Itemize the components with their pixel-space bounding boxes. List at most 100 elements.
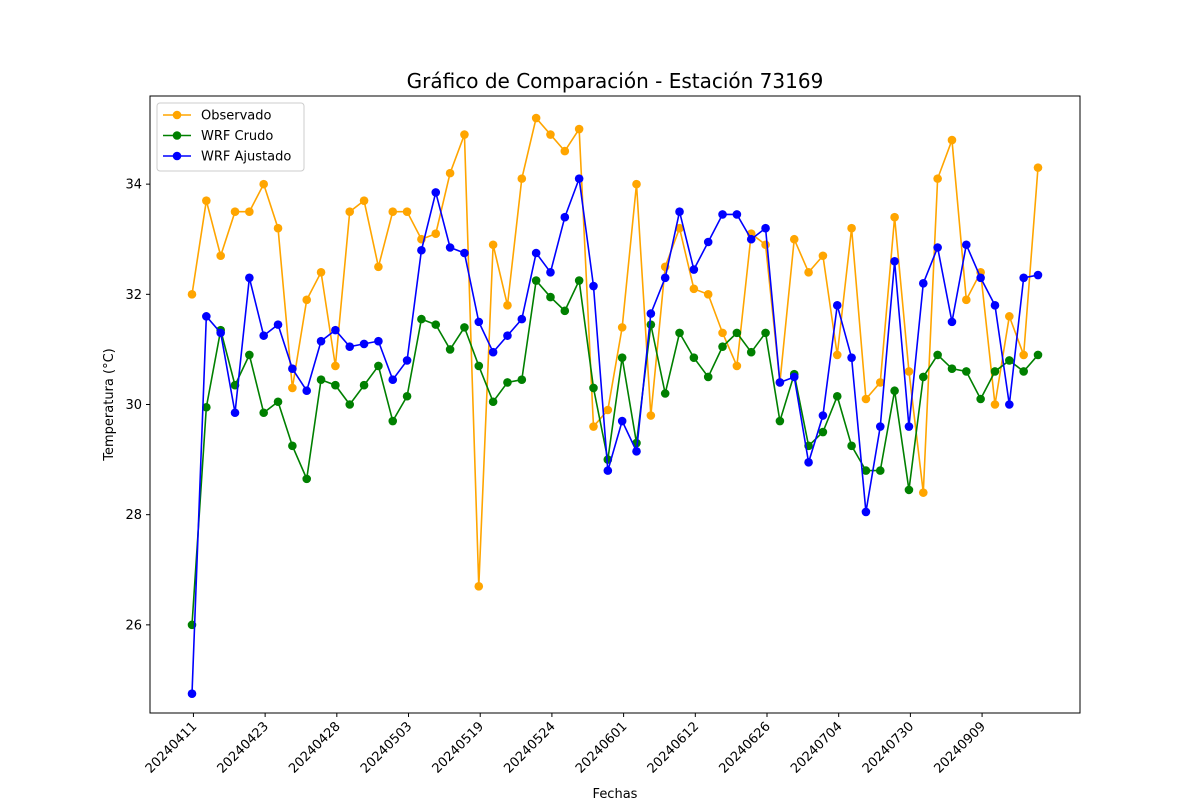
data-point [331,361,340,371]
legend-entry: WRF Crudo [163,129,273,144]
data-point [990,367,1000,376]
legend-marker [172,110,182,120]
data-point [216,328,225,338]
data-point [761,328,770,338]
data-point [1033,270,1043,280]
data-point [1033,350,1043,360]
data-point [388,416,398,426]
data-point [288,383,297,393]
data-point [804,458,813,467]
data-point [316,375,326,385]
data-point [1005,356,1014,365]
data-point [230,207,240,216]
data-point [732,361,742,371]
data-point [675,328,684,338]
y-axis: 26 28 30 32 34 [125,178,150,633]
data-point [388,207,398,216]
data-point [861,394,871,404]
data-point [288,441,297,451]
data-point [388,375,398,385]
data-point [460,323,469,332]
data-point [947,135,957,145]
data-point [503,378,512,387]
plot-area [187,113,1043,699]
data-point [202,312,211,321]
data-point [331,325,340,335]
data-point [904,422,914,431]
data-point [718,210,727,219]
data-point [402,356,412,365]
data-point [187,689,197,699]
data-point [603,466,613,475]
data-point [1005,312,1014,321]
data-point [875,466,885,475]
data-point [503,331,512,340]
data-point [359,339,369,349]
data-point [675,207,684,216]
data-point [546,292,555,302]
data-point [331,380,340,390]
legend-marker [172,151,182,161]
data-point [302,474,312,484]
data-point [273,320,283,329]
data-point [488,347,498,357]
data-point [904,367,914,376]
data-point [359,196,369,205]
data-point [374,336,383,346]
data-point [589,422,598,431]
data-point [316,336,326,346]
data-point [746,234,756,244]
data-point [847,353,856,362]
data-point [445,345,455,354]
data-point [962,367,971,376]
data-point [861,466,871,475]
data-point [531,113,541,123]
data-point [746,347,756,357]
data-point [245,207,254,216]
series-line [191,116,1039,587]
legend: Observado WRF Crudo WRF Ajustado [156,102,305,172]
data-point [861,507,871,517]
data-point [933,243,942,252]
data-point [589,383,598,393]
data-point [1033,163,1043,172]
legend-label: WRF Crudo [201,129,273,144]
data-point [832,301,842,310]
data-point [789,372,799,382]
data-point [646,309,656,318]
data-point [517,375,527,385]
data-point [804,267,813,277]
data-point [703,372,713,382]
data-point [617,353,627,362]
data-point [703,290,713,299]
data-point [417,314,426,324]
data-point [445,168,455,178]
data-point [345,207,355,216]
data-point [818,411,828,420]
data-point [603,405,613,415]
data-point [589,281,598,291]
data-point [847,223,856,233]
data-point [732,328,742,338]
data-point [962,240,971,250]
data-point [302,386,312,396]
data-point [918,372,928,382]
data-point [245,350,254,360]
data-point [402,207,412,216]
data-point [359,380,369,390]
data-point [517,174,527,183]
data-point [904,485,914,495]
data-point [259,179,268,189]
data-point [689,265,699,274]
data-point [775,416,785,426]
data-point [947,364,957,373]
data-point [918,279,928,288]
data-point [1019,350,1028,360]
data-point [517,314,527,324]
y-tick-label: 26 [125,618,142,633]
data-point [273,397,283,407]
data-point [259,408,268,418]
y-tick-label: 30 [125,398,142,413]
data-point [431,320,441,329]
data-point [761,223,770,233]
